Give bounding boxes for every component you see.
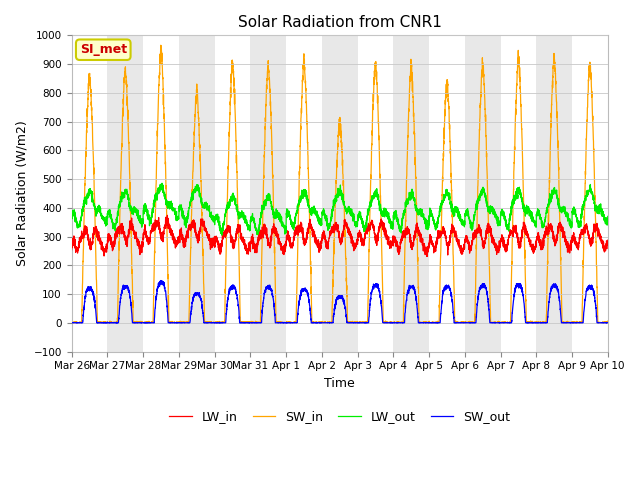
- LW_in: [163, 213, 171, 218]
- LW_out: [430, 222, 438, 228]
- Bar: [108, 36, 143, 351]
- Bar: [358, 36, 394, 351]
- Legend: LW_in, SW_in, LW_out, SW_out: LW_in, SW_in, LW_out, SW_out: [164, 405, 515, 428]
- SW_out: [490, 320, 498, 325]
- LW_in: [430, 246, 438, 252]
- Line: SW_in: SW_in: [72, 45, 608, 323]
- LW_in: [490, 237, 498, 243]
- SW_in: [604, 320, 612, 325]
- SW_in: [490, 320, 498, 325]
- SW_in: [320, 320, 328, 325]
- Bar: [72, 36, 108, 351]
- LW_in: [423, 253, 431, 259]
- Bar: [179, 36, 214, 351]
- LW_out: [320, 209, 328, 215]
- SW_out: [604, 320, 612, 325]
- SW_in: [604, 320, 611, 325]
- Bar: [250, 36, 286, 351]
- LW_in: [460, 242, 468, 248]
- Line: SW_out: SW_out: [72, 280, 608, 323]
- Bar: [394, 36, 429, 351]
- LW_out: [460, 220, 468, 226]
- Title: Solar Radiation from CNR1: Solar Radiation from CNR1: [238, 15, 442, 30]
- Bar: [465, 36, 500, 351]
- SW_in: [164, 284, 172, 289]
- SW_out: [68, 320, 76, 325]
- SW_out: [604, 320, 611, 325]
- LW_out: [604, 214, 612, 219]
- Bar: [322, 36, 358, 351]
- SW_out: [164, 320, 172, 325]
- SW_out: [157, 277, 164, 283]
- SW_out: [68, 320, 76, 325]
- Y-axis label: Solar Radiation (W/m2): Solar Radiation (W/m2): [15, 120, 28, 266]
- LW_out: [164, 202, 172, 207]
- Bar: [429, 36, 465, 351]
- LW_in: [604, 242, 611, 248]
- Bar: [572, 36, 608, 351]
- LW_in: [164, 220, 172, 226]
- Bar: [214, 36, 250, 351]
- SW_in: [430, 320, 438, 325]
- LW_out: [490, 212, 498, 218]
- Text: SI_met: SI_met: [80, 43, 127, 56]
- Line: LW_out: LW_out: [72, 183, 608, 235]
- LW_in: [320, 232, 328, 238]
- LW_out: [158, 180, 166, 186]
- Bar: [500, 36, 536, 351]
- Bar: [286, 36, 322, 351]
- LW_out: [604, 218, 611, 224]
- Bar: [143, 36, 179, 351]
- LW_out: [68, 216, 76, 221]
- SW_in: [68, 320, 76, 325]
- SW_in: [157, 42, 164, 48]
- SW_out: [460, 320, 468, 325]
- SW_in: [460, 320, 468, 325]
- Line: LW_in: LW_in: [72, 216, 608, 256]
- X-axis label: Time: Time: [324, 377, 355, 390]
- Bar: [536, 36, 572, 351]
- SW_in: [68, 320, 76, 325]
- LW_in: [604, 238, 612, 243]
- LW_in: [68, 247, 76, 252]
- SW_out: [430, 320, 438, 325]
- SW_out: [320, 320, 328, 325]
- LW_out: [218, 232, 226, 238]
